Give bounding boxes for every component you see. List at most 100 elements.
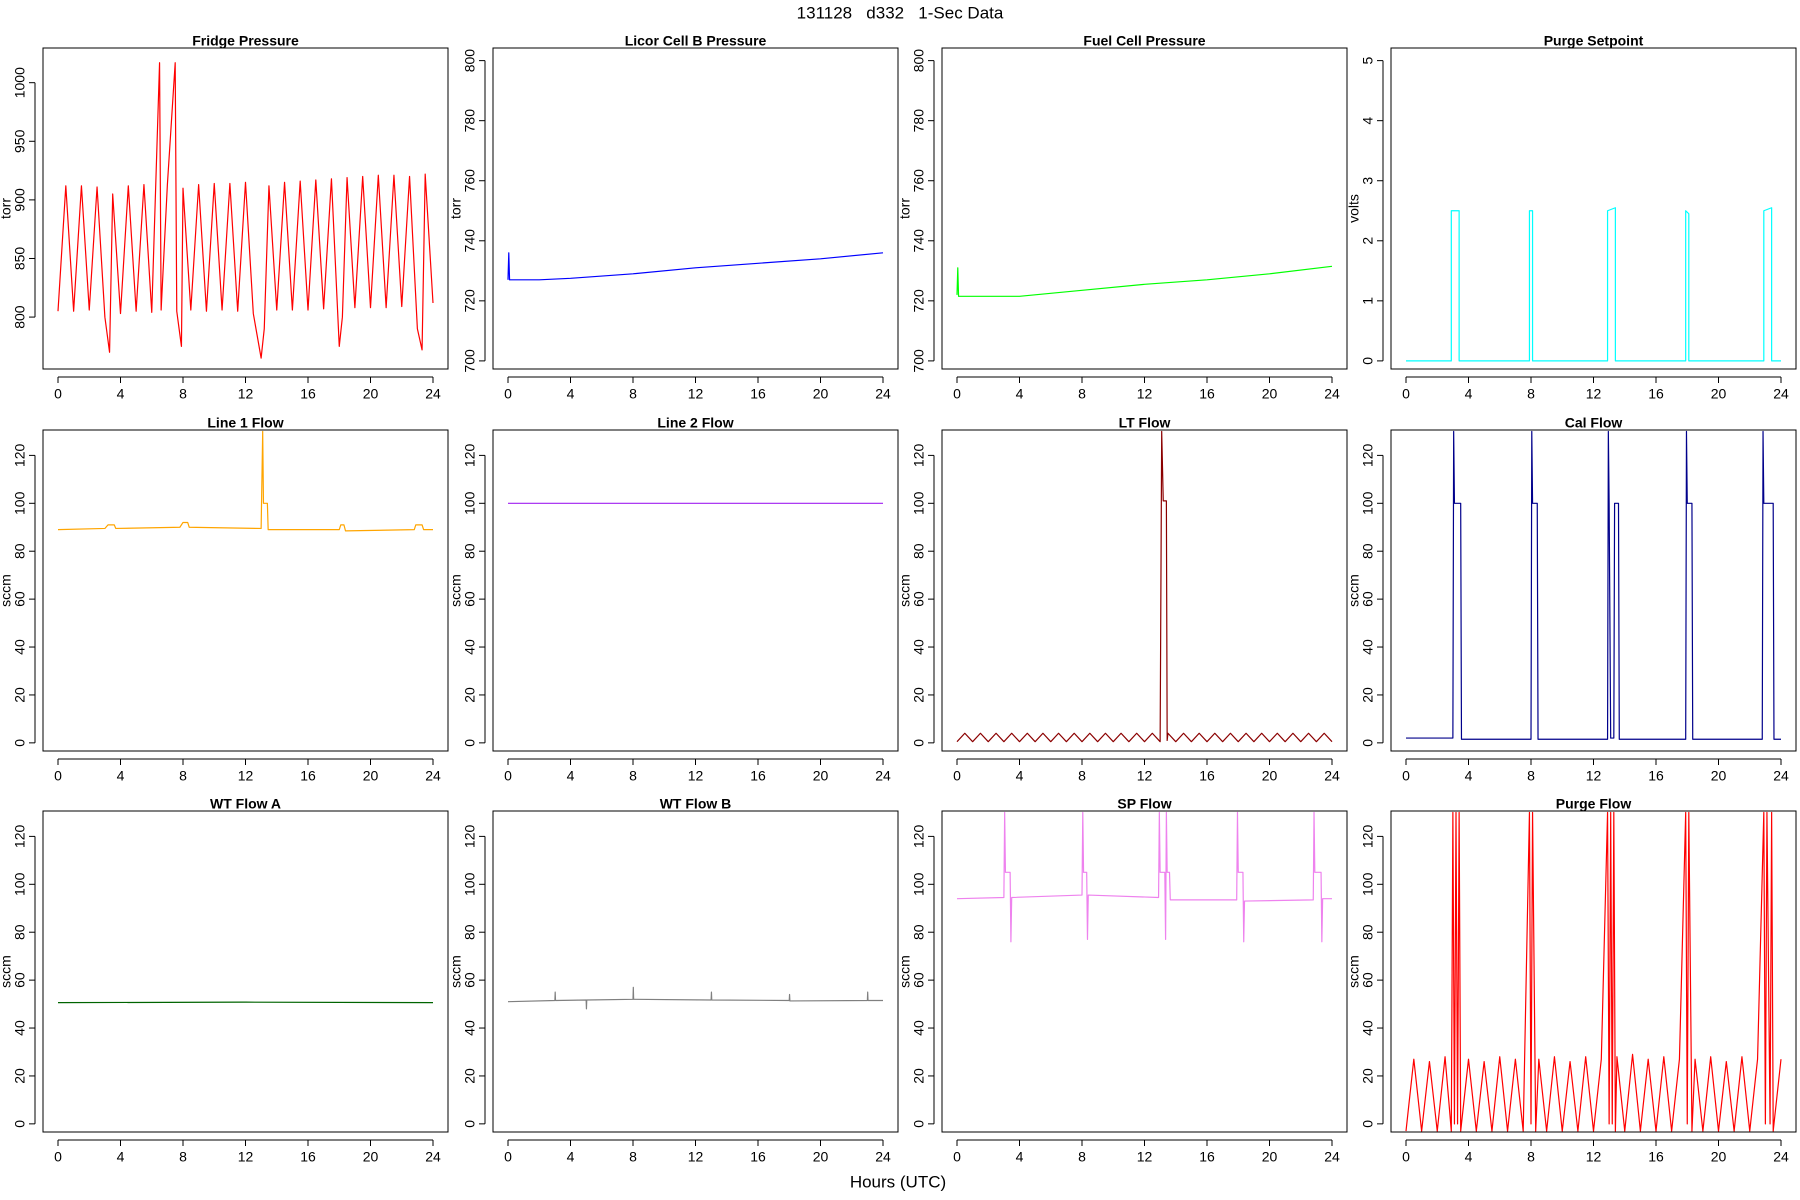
y-tick-label: 60 (12, 591, 28, 607)
y-tick-label: 120 (911, 443, 927, 467)
x-tick-label: 4 (1016, 386, 1024, 402)
y-tick-label: 3 (1360, 177, 1376, 185)
x-tick-label: 8 (179, 1149, 187, 1165)
y-axis-label: torr (0, 198, 14, 219)
x-tick-label: 24 (1324, 1149, 1340, 1165)
y-tick-label: 40 (12, 1020, 28, 1036)
x-tick-label: 0 (1402, 1149, 1410, 1165)
plot-area (507, 252, 884, 281)
plot-frame (941, 810, 1348, 1133)
y-tick-label: 120 (12, 824, 28, 848)
y-tick-label: 100 (1360, 872, 1376, 896)
y-tick-label: 4 (1360, 117, 1376, 125)
x-tick-label: 20 (363, 1149, 379, 1165)
x-tick-label: 8 (1527, 1149, 1535, 1165)
data-line (507, 986, 883, 1010)
plot-frame (941, 429, 1348, 752)
y-tick-label: 720 (462, 289, 478, 313)
plot-frame (492, 810, 899, 1133)
x-tick-label: 4 (567, 386, 575, 402)
y-tick-label: 0 (462, 1120, 478, 1128)
y-tick-label: 20 (911, 687, 927, 703)
plot-area (507, 986, 883, 1010)
panel-title: WT Flow B (660, 796, 732, 812)
x-tick-label: 8 (1078, 768, 1086, 784)
y-tick-label: 0 (12, 739, 28, 747)
y-tick-label: 120 (1360, 824, 1376, 848)
data-line (507, 252, 884, 281)
y-tick-label: 60 (12, 972, 28, 988)
x-tick-label: 24 (425, 768, 441, 784)
x-tick-label: 20 (363, 768, 379, 784)
plot-frame (1390, 810, 1797, 1133)
x-tick-label: 12 (688, 768, 704, 784)
y-tick-label: 760 (911, 169, 927, 193)
y-tick-label: 20 (911, 1068, 927, 1084)
panel-title: Line 1 Flow (207, 415, 283, 431)
x-tick-label: 16 (1199, 1149, 1215, 1165)
y-tick-label: 20 (462, 1068, 478, 1084)
x-tick-label: 8 (179, 386, 187, 402)
y-tick-label: 780 (462, 109, 478, 133)
x-tick-label: 24 (425, 1149, 441, 1165)
data-line (956, 430, 1333, 743)
x-tick-label: 20 (1262, 1149, 1278, 1165)
y-tick-label: 40 (1360, 1020, 1376, 1036)
x-tick-label: 20 (1711, 386, 1727, 402)
x-tick-label: 4 (1016, 1149, 1024, 1165)
y-tick-label: 60 (462, 591, 478, 607)
y-axis-label: torr (897, 198, 913, 219)
y-tick-label: 0 (911, 739, 927, 747)
y-tick-label: 40 (911, 639, 927, 655)
y-tick-label: 0 (1360, 739, 1376, 747)
x-tick-label: 12 (688, 1149, 704, 1165)
y-tick-label: 120 (12, 443, 28, 467)
data-line (57, 62, 434, 359)
x-tick-label: 24 (425, 386, 441, 402)
panel-title: Purge Flow (1556, 796, 1632, 812)
panel-title: Fuel Cell Pressure (1083, 33, 1205, 49)
x-tick-label: 0 (953, 768, 961, 784)
x-tick-label: 0 (54, 386, 62, 402)
x-tick-label: 4 (117, 1149, 125, 1165)
y-tick-label: 100 (12, 872, 28, 896)
x-tick-label: 16 (750, 768, 766, 784)
y-tick-label: 80 (911, 924, 927, 940)
x-tick-label: 8 (179, 768, 187, 784)
x-tick-label: 0 (953, 1149, 961, 1165)
y-tick-label: 20 (12, 687, 28, 703)
x-tick-label: 4 (1465, 386, 1473, 402)
x-tick-label: 24 (1324, 768, 1340, 784)
x-tick-label: 0 (504, 386, 512, 402)
x-tick-label: 24 (1773, 768, 1789, 784)
data-line (57, 430, 433, 532)
x-tick-label: 4 (1465, 1149, 1473, 1165)
x-tick-label: 0 (1402, 768, 1410, 784)
y-tick-label: 800 (462, 49, 478, 73)
x-tick-label: 20 (1262, 768, 1278, 784)
y-axis-label: sccm (0, 955, 14, 988)
x-tick-label: 20 (813, 386, 829, 402)
y-tick-label: 80 (12, 543, 28, 559)
plot-frame (1390, 47, 1797, 370)
y-tick-label: 800 (911, 49, 927, 73)
panel-title: Cal Flow (1565, 415, 1623, 431)
data-line (956, 265, 1333, 297)
y-axis-label: sccm (448, 955, 464, 988)
x-tick-label: 16 (1648, 1149, 1664, 1165)
y-tick-label: 950 (12, 129, 28, 153)
y-tick-label: 760 (462, 169, 478, 193)
x-tick-label: 20 (813, 1149, 829, 1165)
y-tick-label: 60 (462, 972, 478, 988)
panel-title: Purge Setpoint (1544, 33, 1644, 49)
x-tick-label: 20 (1262, 386, 1278, 402)
x-tick-label: 12 (1137, 386, 1153, 402)
x-tick-label: 8 (1527, 768, 1535, 784)
x-tick-label: 16 (750, 386, 766, 402)
x-tick-label: 16 (1648, 768, 1664, 784)
plot-area (956, 265, 1333, 297)
y-axis-label: sccm (897, 955, 913, 988)
y-tick-label: 40 (1360, 639, 1376, 655)
y-tick-label: 80 (1360, 543, 1376, 559)
